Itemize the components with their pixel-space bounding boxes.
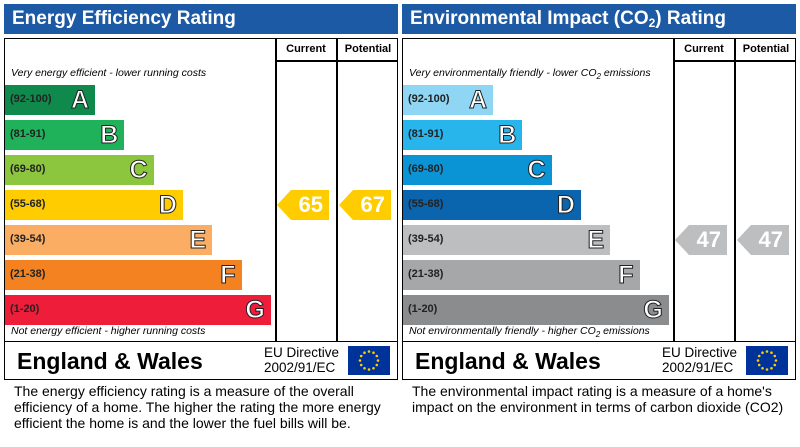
- rating-band-b: (81-91) B: [5, 120, 125, 150]
- directive-line-2: 2002/91/EC: [662, 360, 734, 375]
- rating-band-b: (81-91) B: [403, 120, 523, 150]
- band-letter: E: [189, 226, 207, 255]
- environment-description: The environmental impact rating is a mea…: [412, 383, 784, 415]
- environment-footer: England & Wales EU Directive 2002/91/EC: [402, 342, 796, 380]
- band-range-label: (55-68): [10, 198, 46, 210]
- band-range-label: (55-68): [408, 198, 444, 210]
- energy-footer: England & Wales EU Directive 2002/91/EC: [4, 342, 398, 380]
- energy-potential-value: 67: [360, 192, 385, 217]
- band-range-label: (39-54): [10, 233, 46, 245]
- energy-panel-title: Energy Efficiency Rating: [4, 4, 398, 34]
- band-range-label: (92-100): [408, 93, 450, 105]
- environment-directive: EU Directive 2002/91/EC: [662, 345, 737, 375]
- band-letter: B: [498, 121, 517, 150]
- environment-note-bottom: Not environmentally friendly - higher CO…: [409, 325, 650, 340]
- rating-band-a: (92-100) A: [5, 85, 95, 115]
- energy-potential-rating-arrow: 67: [339, 190, 391, 220]
- rating-band-g: (1-20) G: [5, 295, 271, 325]
- band-range-label: (81-91): [10, 128, 46, 140]
- environment-note-top: Very environmentally friendly - lower CO…: [409, 67, 651, 82]
- environment-panel-title: Environmental Impact (CO2) Rating: [402, 4, 796, 34]
- band-range-label: (39-54): [408, 233, 444, 245]
- column-divider: [673, 39, 675, 341]
- environment-potential-header: Potential: [742, 43, 790, 55]
- band-range-label: (21-38): [408, 268, 444, 280]
- rating-band-e: (39-54) E: [403, 225, 611, 255]
- environment-rating-frame: Current Potential Very environmentally f…: [402, 38, 796, 342]
- energy-efficiency-panel: Energy Efficiency Rating Current Potenti…: [4, 4, 398, 380]
- directive-line-1: EU Directive: [264, 345, 340, 360]
- column-divider: [336, 39, 338, 341]
- environmental-impact-panel: Environmental Impact (CO2) Rating Curren…: [402, 4, 796, 380]
- eu-flag-icon: [348, 346, 390, 375]
- band-range-label: (81-91): [408, 128, 444, 140]
- band-range-label: (92-100): [10, 93, 52, 105]
- energy-current-header: Current: [286, 43, 326, 55]
- rating-band-a: (92-100) A: [403, 85, 493, 115]
- energy-note-top: Very energy efficient - lower running co…: [11, 67, 207, 79]
- directive-line-1: EU Directive: [662, 345, 738, 360]
- rating-band-c: (69-80) C: [5, 155, 154, 185]
- rating-band-d: (55-68) D: [403, 190, 581, 220]
- band-letter: E: [587, 226, 605, 255]
- rating-band-f: (21-38) F: [5, 260, 242, 290]
- energy-region-label: England & Wales: [17, 348, 203, 374]
- rating-band-d: (55-68) D: [5, 190, 183, 220]
- environment-current-header: Current: [684, 43, 724, 55]
- energy-current-value: 65: [298, 192, 323, 217]
- band-letter: G: [643, 296, 663, 325]
- rating-band-e: (39-54) E: [5, 225, 213, 255]
- band-letter: F: [220, 261, 236, 290]
- band-letter: G: [245, 296, 265, 325]
- band-range-label: (69-80): [10, 163, 46, 175]
- band-letter: A: [468, 86, 487, 115]
- band-range-label: (21-38): [10, 268, 46, 280]
- environment-region-label: England & Wales: [415, 348, 601, 374]
- band-letter: D: [556, 191, 575, 220]
- column-divider: [275, 39, 277, 341]
- environment-current-rating-arrow: 47: [675, 225, 727, 255]
- environment-current-value: 47: [696, 227, 721, 252]
- directive-line-2: 2002/91/EC: [264, 360, 336, 375]
- energy-current-rating-arrow: 65: [277, 190, 329, 220]
- band-letter: C: [129, 156, 148, 185]
- header-divider: [275, 60, 397, 62]
- band-range-label: (1-20): [10, 303, 40, 315]
- energy-potential-header: Potential: [344, 43, 392, 55]
- band-letter: D: [158, 191, 177, 220]
- environment-potential-value: 47: [758, 227, 783, 252]
- band-letter: A: [70, 86, 89, 115]
- band-letter: F: [618, 261, 634, 290]
- header-divider: [673, 60, 795, 62]
- energy-note-bottom: Not energy efficient - higher running co…: [11, 325, 206, 337]
- energy-rating-frame: Current Potential Very energy efficient …: [4, 38, 398, 342]
- band-letter: B: [100, 121, 119, 150]
- band-letter: C: [527, 156, 546, 185]
- energy-description: The energy efficiency rating is a measur…: [14, 383, 381, 431]
- band-range-label: (1-20): [408, 303, 438, 315]
- column-divider: [734, 39, 736, 341]
- rating-band-g: (1-20) G: [403, 295, 669, 325]
- energy-directive: EU Directive 2002/91/EC: [264, 345, 339, 375]
- environment-potential-rating-arrow: 47: [737, 225, 789, 255]
- rating-band-c: (69-80) C: [403, 155, 552, 185]
- eu-flag-icon: [746, 346, 788, 375]
- rating-band-f: (21-38) F: [403, 260, 640, 290]
- band-range-label: (69-80): [408, 163, 444, 175]
